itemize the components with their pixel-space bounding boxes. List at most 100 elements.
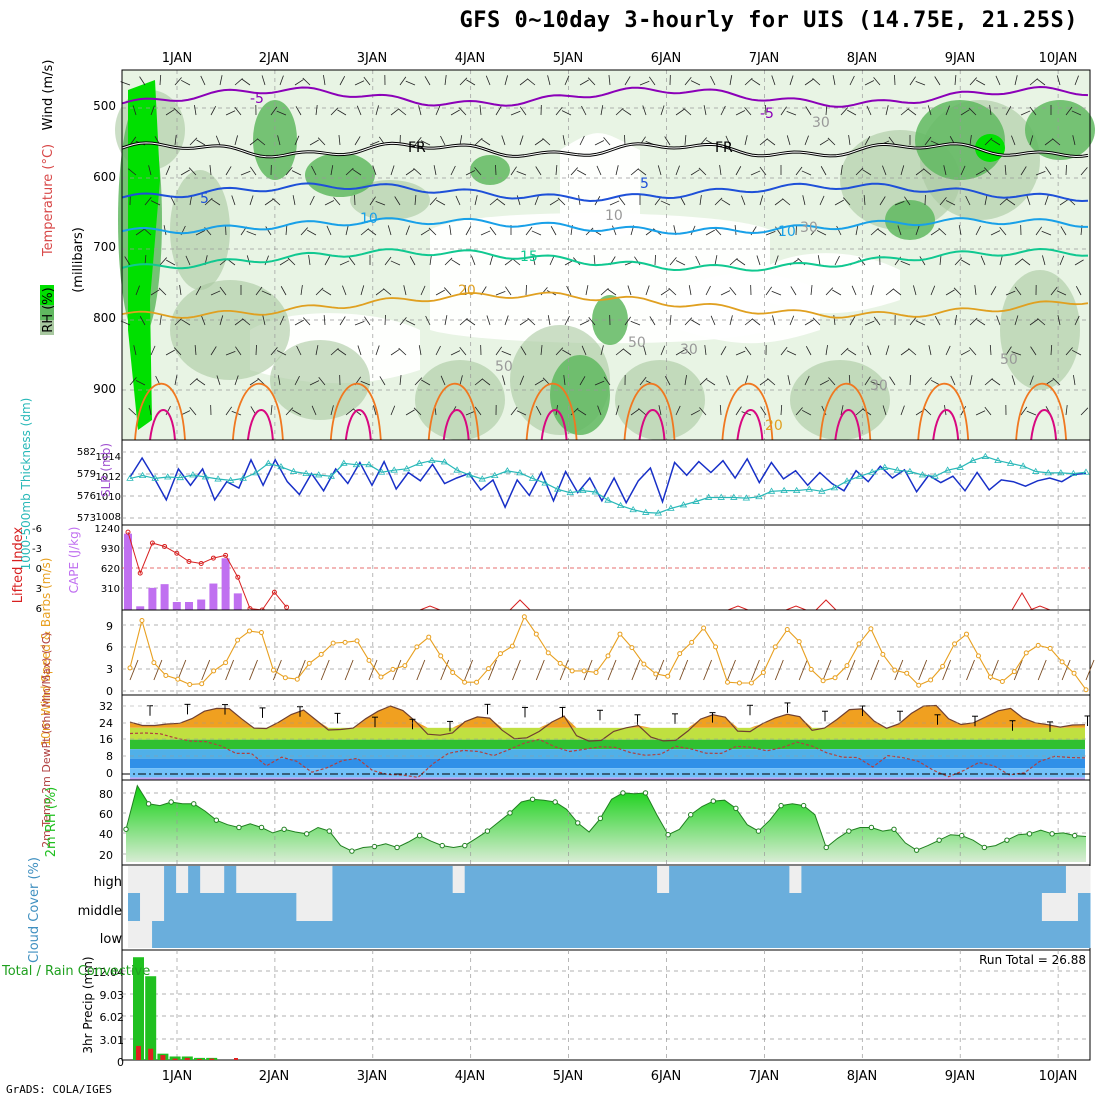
temp-band bbox=[130, 749, 1085, 759]
upper-wind-barb bbox=[144, 196, 152, 206]
cloud-cell bbox=[801, 893, 814, 921]
cloud-cell bbox=[621, 866, 634, 893]
upper-wind-barb bbox=[1065, 106, 1073, 116]
temp-tick-0: 0 bbox=[106, 767, 113, 780]
upper-wind-barb bbox=[166, 259, 176, 266]
upper-wind-barb bbox=[330, 348, 339, 356]
cloud-cell bbox=[128, 893, 141, 921]
upper-wind-barb bbox=[165, 109, 175, 116]
upper-wind-barb bbox=[360, 380, 371, 386]
lifted-point bbox=[235, 574, 241, 580]
upper-wind-barb bbox=[466, 79, 476, 86]
cape-bar bbox=[209, 583, 218, 610]
upper-wind-barb bbox=[759, 195, 764, 206]
cloud-cell bbox=[729, 921, 742, 948]
thickness-point bbox=[516, 469, 524, 476]
upper-wind-barb bbox=[270, 405, 273, 416]
cloud-cell bbox=[993, 866, 1007, 893]
upper-wind-barb bbox=[735, 166, 742, 176]
thk-tick-579: 579 bbox=[77, 469, 96, 480]
cloud-cell bbox=[933, 893, 947, 921]
thickness-point bbox=[805, 485, 813, 492]
cape-bar bbox=[185, 602, 193, 610]
thickness-point bbox=[201, 473, 210, 480]
thickness-point bbox=[843, 477, 851, 484]
cloud-cell bbox=[140, 921, 153, 948]
upper-wind-barb bbox=[648, 76, 656, 86]
upper-wind-barb bbox=[285, 407, 294, 416]
upper-wind-barb bbox=[549, 255, 555, 266]
upper-wind-barb bbox=[159, 257, 167, 266]
upper-wind-barb bbox=[480, 230, 491, 236]
upper-wind-barb bbox=[866, 105, 872, 116]
upper-wind-barb bbox=[375, 105, 379, 116]
wind-speed-point bbox=[629, 645, 635, 651]
cape-bar bbox=[221, 558, 230, 610]
wind-speed-point bbox=[497, 651, 503, 657]
upper-wind-barb bbox=[1052, 138, 1061, 146]
upper-wind-barb bbox=[924, 136, 932, 146]
bottom-xtick-6: 6JAN bbox=[651, 1069, 682, 1084]
cloud-cell bbox=[813, 866, 826, 893]
upper-wind-barb bbox=[780, 404, 783, 416]
thickness-point bbox=[654, 509, 663, 516]
li-tick-6: 6 bbox=[36, 604, 42, 615]
upper-wind-barb bbox=[782, 198, 791, 206]
thickness-line bbox=[129, 455, 1087, 514]
temp-ylabel: 2m Temp 2m DewPt (6hr Min/Max) (°C) bbox=[40, 632, 53, 848]
upper-wind-barb bbox=[504, 75, 508, 86]
upper-wind-barb bbox=[832, 289, 842, 296]
upper-wind-barb bbox=[1074, 315, 1080, 326]
cloud-cell bbox=[645, 893, 658, 921]
upper-ylabel-rh: RH (%) bbox=[41, 287, 56, 332]
cloud-cell bbox=[669, 893, 682, 921]
upper-wind-barb bbox=[695, 255, 701, 266]
upper-wind-barb bbox=[440, 135, 446, 146]
temp-band bbox=[130, 768, 1085, 778]
wind-speed-point bbox=[736, 680, 742, 686]
upper-wind-barb bbox=[721, 199, 731, 206]
upper-wind-barb bbox=[593, 255, 596, 266]
upper-wind-barb bbox=[547, 315, 551, 326]
upper-wind-barb bbox=[413, 407, 422, 416]
upper-wind-barb bbox=[216, 375, 221, 386]
upper-wind-barb bbox=[429, 255, 432, 266]
wind-speed-point bbox=[820, 678, 826, 684]
wind-speed-point bbox=[641, 661, 647, 667]
upper-wind-barb bbox=[795, 166, 803, 176]
upper-wind-barb bbox=[324, 200, 335, 206]
upper-wind-barb bbox=[615, 165, 619, 176]
temp-band bbox=[130, 727, 1085, 740]
upper-wind-barb bbox=[1059, 199, 1069, 206]
cloud-cell bbox=[308, 921, 321, 948]
wind-speed-point bbox=[916, 682, 922, 688]
upper-wind-barb bbox=[870, 285, 874, 296]
contour-label: 10 bbox=[778, 224, 796, 240]
rh-dark-blob bbox=[253, 100, 297, 180]
cloud-cell bbox=[128, 921, 141, 948]
upper-wind-barb bbox=[414, 195, 417, 206]
upper-wind-barb bbox=[535, 166, 542, 176]
wind-barb bbox=[344, 659, 354, 681]
cloud-cell bbox=[861, 921, 875, 948]
wind-barb bbox=[727, 659, 736, 681]
upper-wind-barb bbox=[939, 197, 947, 206]
cloud-cell bbox=[825, 921, 838, 948]
upper-wind-barb bbox=[174, 375, 178, 386]
cloud-cell bbox=[609, 893, 622, 921]
wind-speed-point bbox=[426, 634, 432, 640]
upper-wind-barb bbox=[502, 375, 506, 386]
wind-barb bbox=[846, 659, 856, 681]
upper-wind-barb bbox=[209, 165, 212, 176]
upper-wind-barb bbox=[308, 255, 311, 266]
rh-point bbox=[733, 805, 739, 812]
cloud-cell bbox=[813, 921, 826, 948]
upper-wind-barb bbox=[786, 135, 791, 146]
rh-point bbox=[936, 837, 942, 843]
cloud-cell bbox=[837, 866, 850, 893]
wind-barb bbox=[153, 659, 163, 681]
cloud-cell bbox=[657, 866, 670, 893]
isotherm-25 bbox=[232, 382, 284, 441]
thickness-point bbox=[629, 505, 637, 513]
thickness-point bbox=[1069, 469, 1078, 476]
